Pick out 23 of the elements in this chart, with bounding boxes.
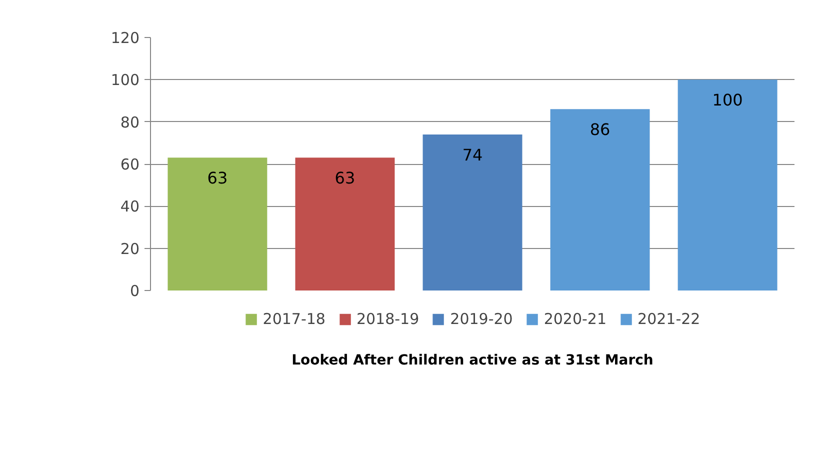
legend-label: 2021-22 xyxy=(638,310,700,328)
legend-label: 2019-20 xyxy=(450,310,513,328)
y-tick-label: 0 xyxy=(130,282,140,300)
x-axis-title: Looked After Children active as at 31st March xyxy=(292,352,654,368)
bar xyxy=(422,134,522,290)
y-tick-label: 80 xyxy=(120,113,140,132)
data-label: 63 xyxy=(334,168,356,188)
y-tick-label: 100 xyxy=(110,71,140,90)
bar xyxy=(168,158,268,290)
y-tick-label: 20 xyxy=(120,240,140,258)
legend-label: 2018-19 xyxy=(356,310,420,328)
bar xyxy=(295,158,395,290)
data-label: 100 xyxy=(712,90,743,110)
legend-label: 2017-18 xyxy=(262,310,326,328)
y-tick-label: 120 xyxy=(110,29,140,47)
y-tick-label: 60 xyxy=(120,156,140,174)
data-label: 86 xyxy=(590,120,610,140)
data-label: 63 xyxy=(207,168,228,188)
y-tick-label: 40 xyxy=(120,198,140,216)
legend-label: 2020-21 xyxy=(544,310,607,328)
bar xyxy=(550,109,650,290)
data-label: 74 xyxy=(462,145,483,164)
bar xyxy=(678,80,778,290)
